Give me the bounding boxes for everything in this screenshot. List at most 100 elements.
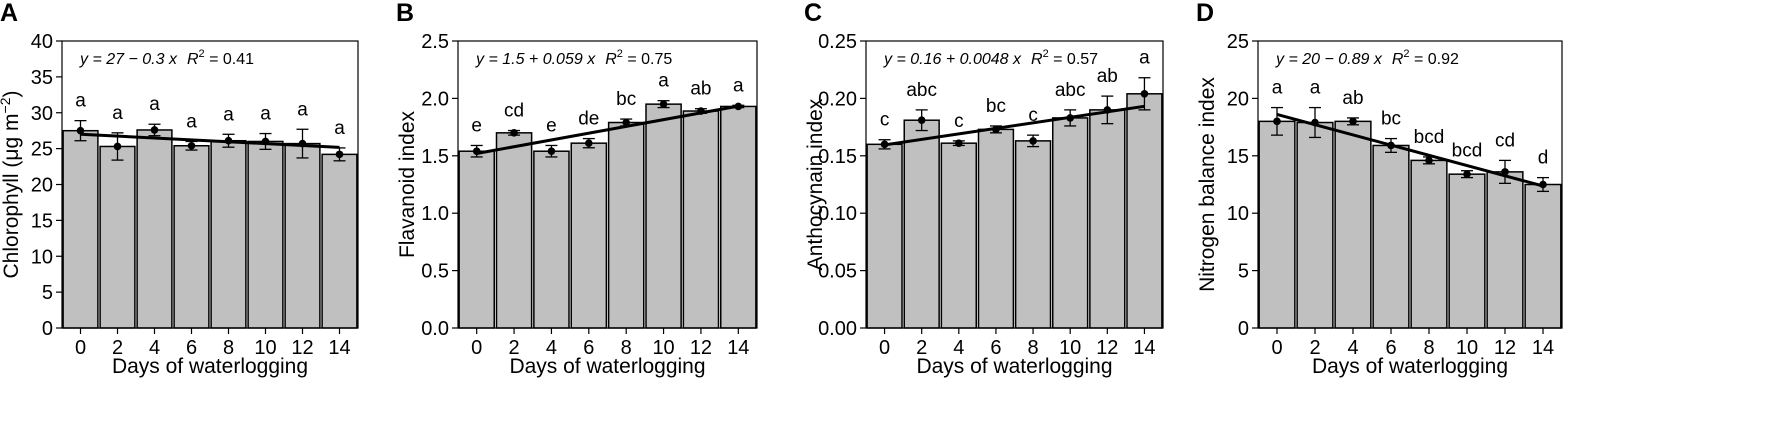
x-tick-label: 8 [223,337,234,359]
mean-point [1066,114,1074,122]
bar-day-2 [1296,121,1334,329]
plot-frame [865,40,1164,329]
mean-point [335,150,344,159]
plot-frame [457,40,758,329]
significance-letter: c [1028,105,1038,126]
y-tick-label: 0.5 [421,261,449,283]
x-tick-label: 0 [879,337,890,359]
significance-letter: bc [986,96,1006,117]
y-tick-label: 0.05 [818,261,857,283]
y-tick-label: 0.20 [818,88,857,110]
significance-letter: a [733,75,744,96]
y-tick-label: 0 [1238,318,1249,340]
regression-line [1276,113,1544,188]
significance-letter: de [578,109,599,130]
x-tick-label: 8 [621,337,632,359]
bar-day-10 [1051,117,1089,329]
mean-point [1029,137,1037,145]
y-tick-label: 5 [42,282,53,304]
bar-day-4 [533,150,570,329]
significance-letter: a [112,103,123,124]
significance-letter: a [75,91,86,112]
x-tick-label: 6 [990,337,1001,359]
x-tick-label: 12 [1096,337,1118,359]
y-tick-label: 0.10 [818,203,857,225]
mean-point [547,147,556,156]
mean-point [1501,168,1509,176]
x-tick-label: 0 [75,337,86,359]
significance-letter: ab [1342,88,1363,109]
bar-day-2 [99,145,136,329]
significance-letter: d [1538,148,1549,169]
equation-lhs: y = 27 − 0.3 x [79,51,178,68]
equation-r2-value: = 0.75 [623,51,672,68]
equation-lhs: y = 1.5 + 0.059 x [475,51,596,68]
y-tick-label: 0.15 [818,146,857,168]
mean-point [1539,180,1547,189]
significance-letter: c [954,111,964,132]
significance-letter: a [1139,48,1150,69]
y-axis-title-text: Flavanoid index [396,110,419,258]
equation-lhs: y = 20 − 0.89 x [1275,51,1383,68]
significance-letter: ab [1097,66,1118,87]
y-tick-label: 0.25 [818,31,857,53]
bar-day-14 [1524,183,1562,329]
mean-point [917,116,926,125]
y-tick-label: 20 [1227,88,1249,110]
x-tick-label: 12 [291,337,313,359]
x-tick-label: 8 [1423,337,1434,359]
x-tick-label: 6 [1385,337,1396,359]
significance-letter: a [1310,78,1321,99]
bar-day-12 [284,142,321,329]
mean-point [955,139,963,147]
mean-point [1463,170,1471,178]
y-tick-label: 10 [1227,203,1249,225]
x-tick-label: 12 [1494,337,1516,359]
x-tick-label: 2 [509,337,520,359]
y-axis-title-text: Anthocynain index [804,98,827,270]
y-tick-label: 2.5 [421,31,449,53]
bar-day-6 [977,128,1015,329]
regression-equation: y = 27 − 0.3 x R2 = 0.41 [79,48,254,68]
y-tick-label: 0 [42,318,53,340]
x-tick-label: 12 [690,337,712,359]
y-axis-title: Anthocynain index [804,98,827,270]
y-axis-title: Chlorophyll (μg m−2) [0,91,23,279]
mean-point [472,147,481,156]
y-tick-label: 40 [31,31,53,53]
regression-equation: y = 1.5 + 0.059 x R2 = 0.75 [475,48,672,68]
significance-letter: abc [906,80,937,101]
mean-point [298,139,307,148]
bar-day-8 [1014,140,1052,329]
x-tick-label: 10 [1456,337,1478,359]
equation-r2-value: = 0.92 [1410,51,1459,68]
mean-point [150,126,159,134]
mean-point [880,140,889,149]
bar-day-0 [458,150,495,329]
bar-day-4 [1334,120,1372,329]
mean-point [697,107,705,115]
equation-r2-letter: R [1031,51,1043,68]
bar-day-10 [1448,173,1486,329]
panel-label: D [1196,0,1214,27]
y-axis-title-close: ) [0,91,23,98]
significance-letter: a [149,94,160,115]
significance-letter: a [260,104,271,125]
y-axis-title: Nitrogen balance index [1196,77,1219,292]
x-tick-label: 4 [149,337,160,359]
x-tick-label: 4 [1347,337,1358,359]
significance-letter: a [658,71,669,92]
x-tick-label: 2 [112,337,123,359]
significance-letter: bc [616,89,636,110]
y-tick-label: 1.0 [421,203,449,225]
bar-day-0 [62,129,99,329]
mean-point [187,141,196,150]
bar-day-2 [495,132,533,329]
y-axis-title: Flavanoid index [396,110,419,258]
x-tick-label: 0 [471,337,482,359]
equation-r2-superscript: 2 [199,48,205,60]
mean-point [1349,117,1357,126]
y-tick-label: 1.5 [421,146,449,168]
